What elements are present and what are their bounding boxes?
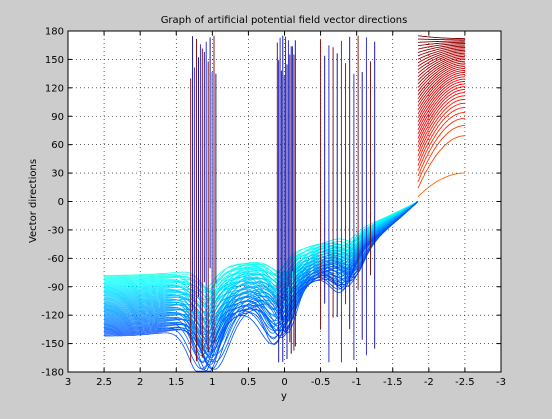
y-axis-label: Vector directions	[28, 159, 39, 243]
series-line-upper	[417, 68, 465, 107]
x-tick-label: -2.5	[455, 377, 475, 388]
series-line-upper	[417, 70, 465, 111]
series-line-upper	[417, 59, 465, 88]
series-line-upper	[417, 76, 465, 123]
series-line-upper	[417, 51, 465, 71]
x-tick-label: -0.5	[311, 377, 331, 388]
series-line-lower	[104, 201, 419, 324]
series-line-upper	[417, 135, 465, 189]
series-group	[104, 35, 465, 372]
series-line-upper	[417, 38, 465, 41]
series-line-upper	[417, 117, 465, 177]
series-line-lower	[104, 201, 419, 370]
series-line-upper	[417, 172, 465, 198]
x-tick-label: 0	[281, 377, 287, 388]
y-tick-label: 150	[45, 55, 64, 66]
y-tick-label: -150	[41, 339, 64, 350]
series-line-lower	[104, 201, 419, 321]
series-line-upper	[417, 47, 465, 60]
y-tick-label: 30	[51, 169, 64, 180]
series-line-upper	[417, 55, 465, 81]
x-tick-label: -3	[496, 377, 506, 388]
y-tick-label: -90	[48, 282, 64, 293]
series-line-upper	[417, 49, 465, 67]
x-tick-label: -2	[424, 377, 434, 388]
series-line-upper	[417, 66, 465, 103]
series-line-upper	[417, 60, 465, 92]
series-line-upper	[417, 45, 465, 57]
series-line-lower	[104, 201, 419, 363]
y-tick-label: 120	[45, 83, 64, 94]
series-line-upper	[417, 62, 465, 96]
series-line-upper	[417, 83, 465, 135]
series-line-lower	[104, 201, 419, 372]
series-line-lower	[104, 201, 419, 372]
series-line-upper	[417, 98, 465, 157]
series-line-upper	[417, 78, 465, 127]
series-line-upper	[417, 86, 465, 139]
x-tick-label: 3	[65, 377, 71, 388]
series-line-lower	[104, 201, 419, 329]
chart-title: Graph of artificial potential field vect…	[161, 15, 408, 26]
series-line-upper	[417, 107, 465, 166]
series-line-upper	[417, 64, 465, 99]
series-line-upper	[417, 40, 465, 43]
series-line-lower	[104, 201, 419, 370]
series-line-upper	[417, 92, 465, 148]
series-line-upper	[417, 102, 465, 161]
series-line-upper	[417, 35, 465, 40]
series-line-upper	[417, 81, 465, 131]
series-line-lower	[104, 201, 419, 309]
series-line-lower	[104, 201, 419, 307]
series-line-lower	[104, 201, 419, 363]
series-line-lower	[104, 201, 419, 336]
x-tick-label: -1	[352, 377, 362, 388]
series-line-upper	[417, 72, 465, 115]
x-tick-label: 2.5	[96, 377, 112, 388]
series-line-upper	[417, 54, 465, 78]
y-tick-label: -60	[48, 254, 64, 265]
series-line-lower	[104, 201, 419, 295]
series-line-lower	[104, 201, 419, 357]
y-tick-label: -30	[48, 225, 64, 236]
y-axis: 180 150 120 90 60 30 0 -30 -60 -90 -120 -150 -180	[41, 27, 501, 379]
series-line-upper	[417, 125, 465, 182]
y-tick-label: 60	[51, 140, 64, 151]
series-line-lower	[104, 201, 419, 343]
series-line-lower	[104, 201, 419, 305]
series-line-upper	[417, 41, 465, 47]
series-line-upper	[417, 95, 465, 152]
series-line-lower	[104, 201, 419, 358]
series-line-upper	[417, 89, 465, 143]
series-line-lower	[104, 201, 419, 312]
x-axis-label: y	[281, 391, 287, 402]
series-line-upper	[417, 57, 465, 85]
x-tick-label: 2	[137, 377, 143, 388]
series-line-lower	[104, 201, 419, 362]
series-line-upper	[417, 74, 465, 119]
x-tick-label: 1.5	[168, 377, 184, 388]
series-line-upper	[417, 52, 465, 74]
y-tick-label: 0	[58, 197, 64, 208]
y-tick-label: 180	[45, 27, 64, 38]
x-axis: 3 2.5 2 1.5 1 0.5 0 -0.5 -1 -1.5 -2 -2.5 -3	[65, 31, 506, 388]
y-tick-label: -120	[41, 311, 64, 322]
series-line-lower	[104, 201, 419, 302]
series-line-upper	[417, 48, 465, 64]
x-tick-label: 0.5	[240, 377, 256, 388]
y-tick-label: -180	[41, 368, 64, 379]
x-tick-label: 1	[209, 377, 215, 388]
series-line-upper	[417, 43, 465, 50]
series-line-upper	[417, 112, 465, 171]
y-tick-label: 90	[51, 112, 64, 123]
series-line-lower	[104, 201, 419, 349]
x-tick-label: -1.5	[383, 377, 403, 388]
series-line-upper	[417, 44, 465, 53]
series-line-lower	[104, 201, 419, 364]
